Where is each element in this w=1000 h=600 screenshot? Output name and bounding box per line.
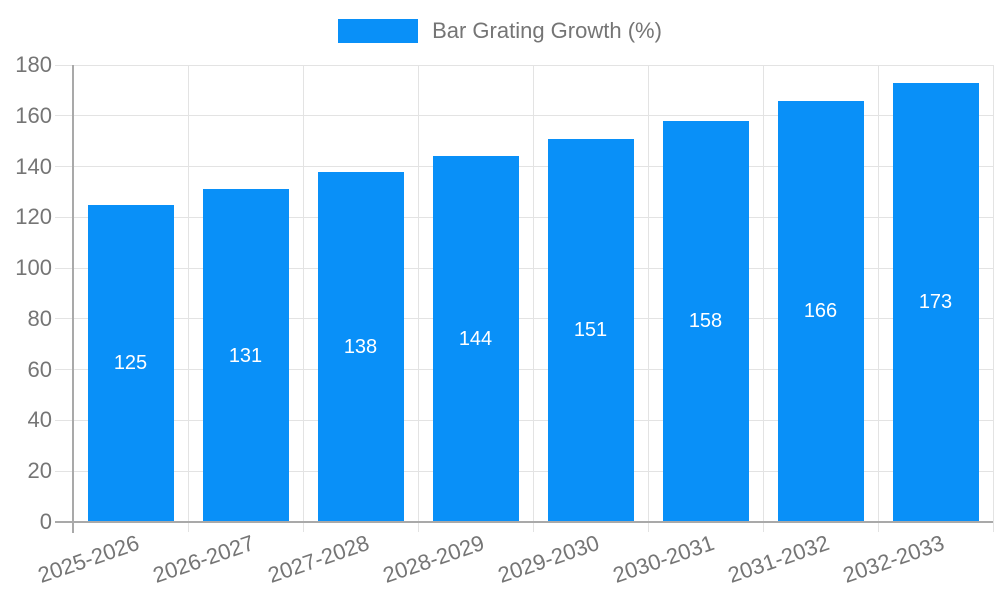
bar-value-label: 144: [458, 328, 493, 351]
x-axis-tick-label: 2032-2033: [840, 530, 948, 588]
y-axis-tick-label: 100: [15, 255, 52, 281]
y-axis-tick-label: 80: [27, 305, 52, 331]
bar-2025-2026[interactable]: [87, 204, 174, 522]
x-axis-tick-label: 2028-2029: [380, 530, 488, 588]
y-axis-line: [72, 65, 74, 533]
y-axis-tick-label: 20: [27, 458, 52, 484]
x-axis-line: [55, 521, 993, 523]
bar-value-label: 131: [228, 344, 263, 367]
x-axis-tick-label: 2026-2027: [150, 530, 258, 588]
v-gridline: [647, 65, 649, 532]
bar-2026-2027[interactable]: [202, 189, 289, 522]
bar-2032-2033[interactable]: [892, 82, 979, 522]
v-gridline: [417, 65, 419, 532]
legend[interactable]: Bar Grating Growth (%): [0, 16, 1000, 46]
y-axis-tick-label: 160: [15, 102, 52, 128]
bar-2027-2028[interactable]: [317, 171, 404, 522]
bar-value-label: 166: [803, 300, 838, 323]
bar-value-label: 151: [573, 319, 608, 342]
h-gridline: [55, 267, 993, 269]
bar-2031-2032[interactable]: [777, 100, 864, 522]
bar-2028-2029[interactable]: [432, 156, 519, 522]
x-axis-tick-label: 2029-2030: [495, 530, 603, 588]
v-gridline: [762, 65, 764, 532]
h-gridline: [55, 318, 993, 320]
v-gridline: [992, 65, 994, 532]
v-gridline: [187, 65, 189, 532]
y-axis-tick-label: 180: [15, 52, 52, 77]
y-axis-tick-label: 0: [39, 509, 52, 534]
bar-value-label: 173: [918, 291, 953, 314]
x-axis-tick-label: 2027-2028: [265, 530, 373, 588]
x-axis-tick-label: 2030-2031: [610, 530, 718, 588]
v-gridline: [302, 65, 304, 532]
y-axis-tick-label: 40: [27, 407, 52, 433]
x-axis-tick-label: 2025-2026: [35, 530, 143, 588]
legend-swatch-icon: [338, 19, 419, 43]
h-gridline: [55, 64, 993, 66]
h-gridline: [55, 216, 993, 218]
bar-value-label: 158: [688, 310, 723, 333]
bar-2029-2030[interactable]: [547, 138, 634, 522]
bar-2030-2031[interactable]: [662, 120, 749, 522]
bar-value-label: 125: [113, 352, 148, 375]
v-gridline: [877, 65, 879, 532]
h-gridline: [55, 369, 993, 371]
x-axis-tick-label: 2031-2032: [725, 530, 833, 588]
v-gridline: [532, 65, 534, 532]
y-axis-tick-label: 140: [15, 153, 52, 179]
h-gridline: [55, 166, 993, 168]
legend-label: Bar Grating Growth (%): [432, 18, 662, 43]
h-gridline: [55, 115, 993, 117]
y-axis-tick-label: 120: [15, 204, 52, 230]
y-axis-tick-label: 60: [27, 356, 52, 382]
bar-value-label: 138: [343, 335, 378, 358]
h-gridline: [55, 419, 993, 421]
h-gridline: [55, 470, 993, 472]
